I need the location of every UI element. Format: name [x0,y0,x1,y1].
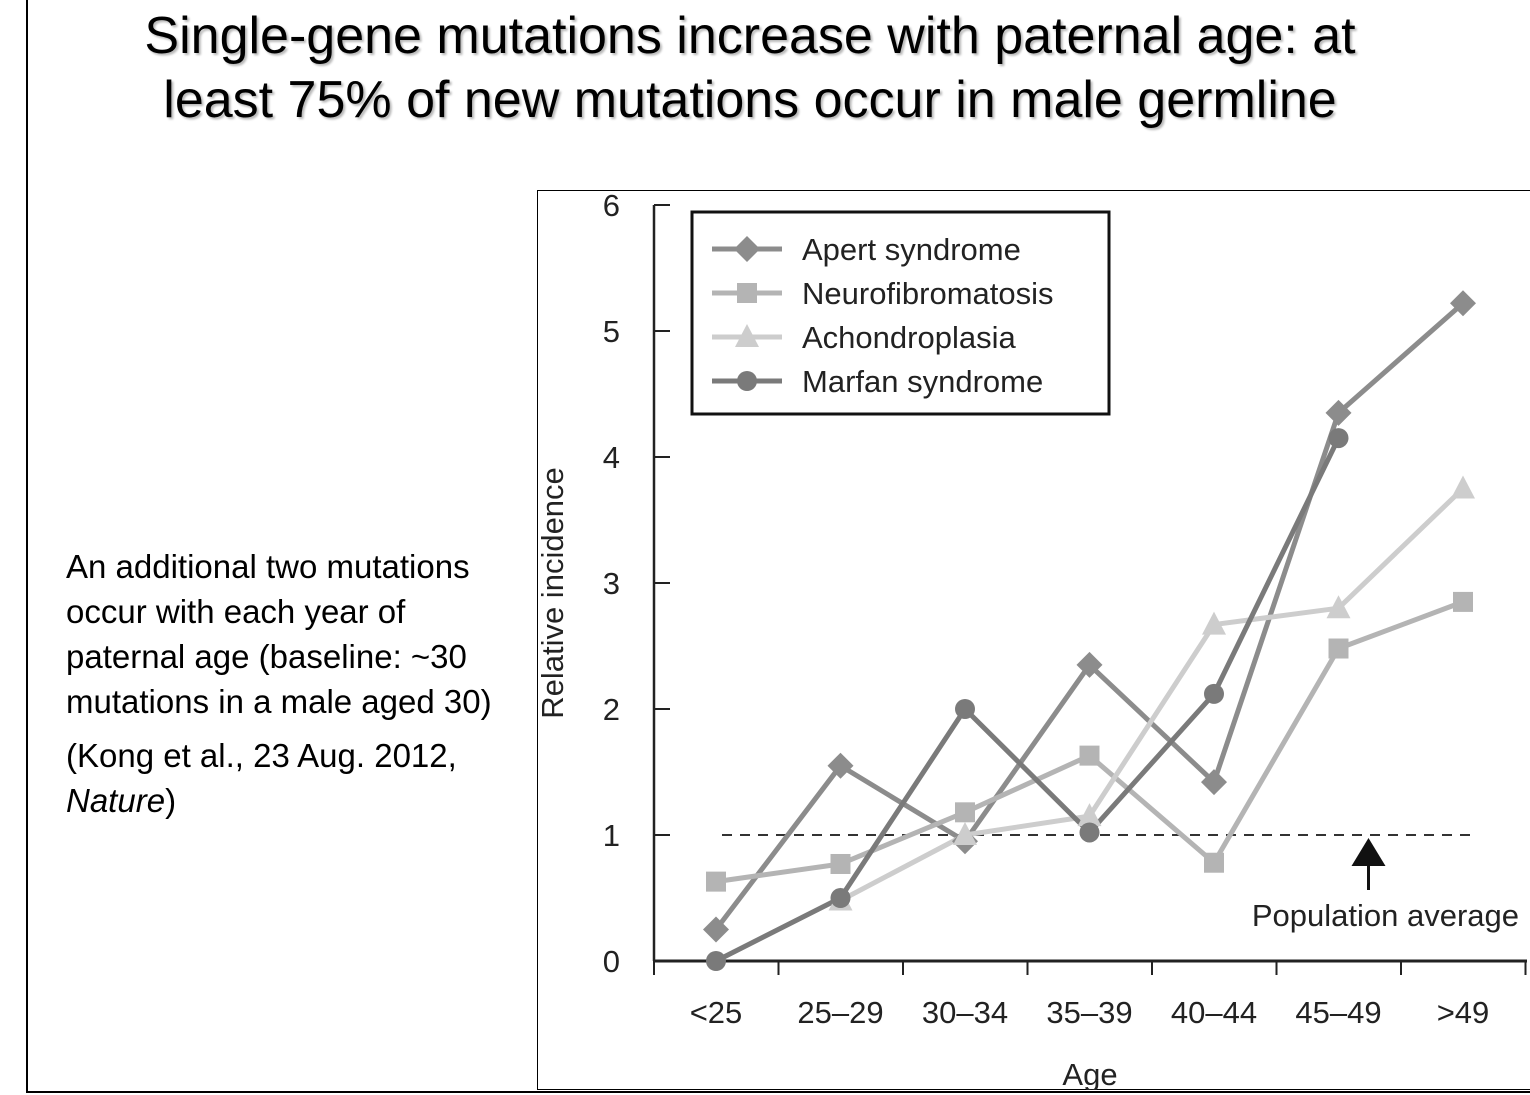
legend-label: Neurofibromatosis [802,276,1054,311]
x-tick-label: 40–44 [1171,995,1257,1030]
slide-title: Single-gene mutations increase with pate… [40,4,1460,132]
relative-incidence-chart: 0 1 2 3 4 5 6 <25 25–29 30–34 35–39 40–44 45–49 >49 Ag… [537,190,1527,1090]
y-axis-title: Relative incidence [537,467,570,719]
data-point [1451,475,1475,499]
data-point [1325,399,1352,426]
data-point [1204,683,1224,704]
y-tick-label: 4 [603,440,620,475]
data-point [1079,822,1100,843]
legend-label: Apert syndrome [802,232,1021,267]
y-tick-label: 5 [603,314,620,349]
data-point [1202,611,1226,635]
y-tick-label: 6 [603,190,620,223]
legend-marker [737,283,757,303]
data-point [827,752,854,779]
data-point [1328,638,1349,659]
legend-label: Marfan syndrome [802,364,1043,399]
data-point [1076,651,1103,678]
citation-prefix: (Kong et al., 23 Aug. 2012, [66,737,457,774]
series-line [714,437,1341,964]
x-axis-title: Age [1062,1057,1117,1090]
data-point [953,822,977,845]
data-point [1450,290,1476,317]
legend-box [690,210,1111,416]
data-point [703,916,729,943]
series-line [839,486,1465,903]
title-line-1: Single-gene mutations increase with pate… [144,7,1356,65]
population-average-arrow-head [1351,838,1386,866]
y-tick-label: 0 [603,944,620,979]
data-point [830,853,851,874]
x-tick-label: 30–34 [922,995,1008,1030]
data-point [955,802,975,823]
y-tick-label: 1 [603,818,620,853]
data-point [1077,803,1102,827]
legend-label: Achondroplasia [802,320,1016,355]
citation-journal: Nature [66,782,166,819]
data-point [1204,852,1224,873]
data-point [706,871,726,892]
legend-marker [735,324,759,347]
population-average-label: Population average [1252,898,1519,933]
citation-suffix: ) [165,782,177,819]
data-point [1326,595,1351,619]
slide-frame [26,0,1530,1093]
data-point [1079,745,1100,766]
data-point [706,951,726,971]
citation: (Kong et al., 23 Aug. 2012, Nature) [66,733,506,823]
legend-marker [737,371,757,391]
x-tick-label: <25 [690,995,743,1030]
y-tick-label: 2 [603,692,620,727]
data-point [1453,591,1473,612]
data-point [1201,769,1227,796]
y-tick-label: 3 [603,566,620,601]
data-point [955,699,975,719]
legend-marker [734,236,760,262]
data-point [1328,428,1349,449]
data-point [830,888,851,908]
x-tick-label: 45–49 [1295,995,1381,1030]
x-tick-label: 35–39 [1046,995,1132,1030]
x-tick-label: 25–29 [797,995,883,1030]
x-tick-label: >49 [1437,995,1490,1030]
title-line-2: least 75% of new mutations occur in male… [163,71,1337,129]
side-notes: An additional two mutations occur with e… [66,544,506,832]
mutation-rate-note: An additional two mutations occur with e… [66,548,492,720]
